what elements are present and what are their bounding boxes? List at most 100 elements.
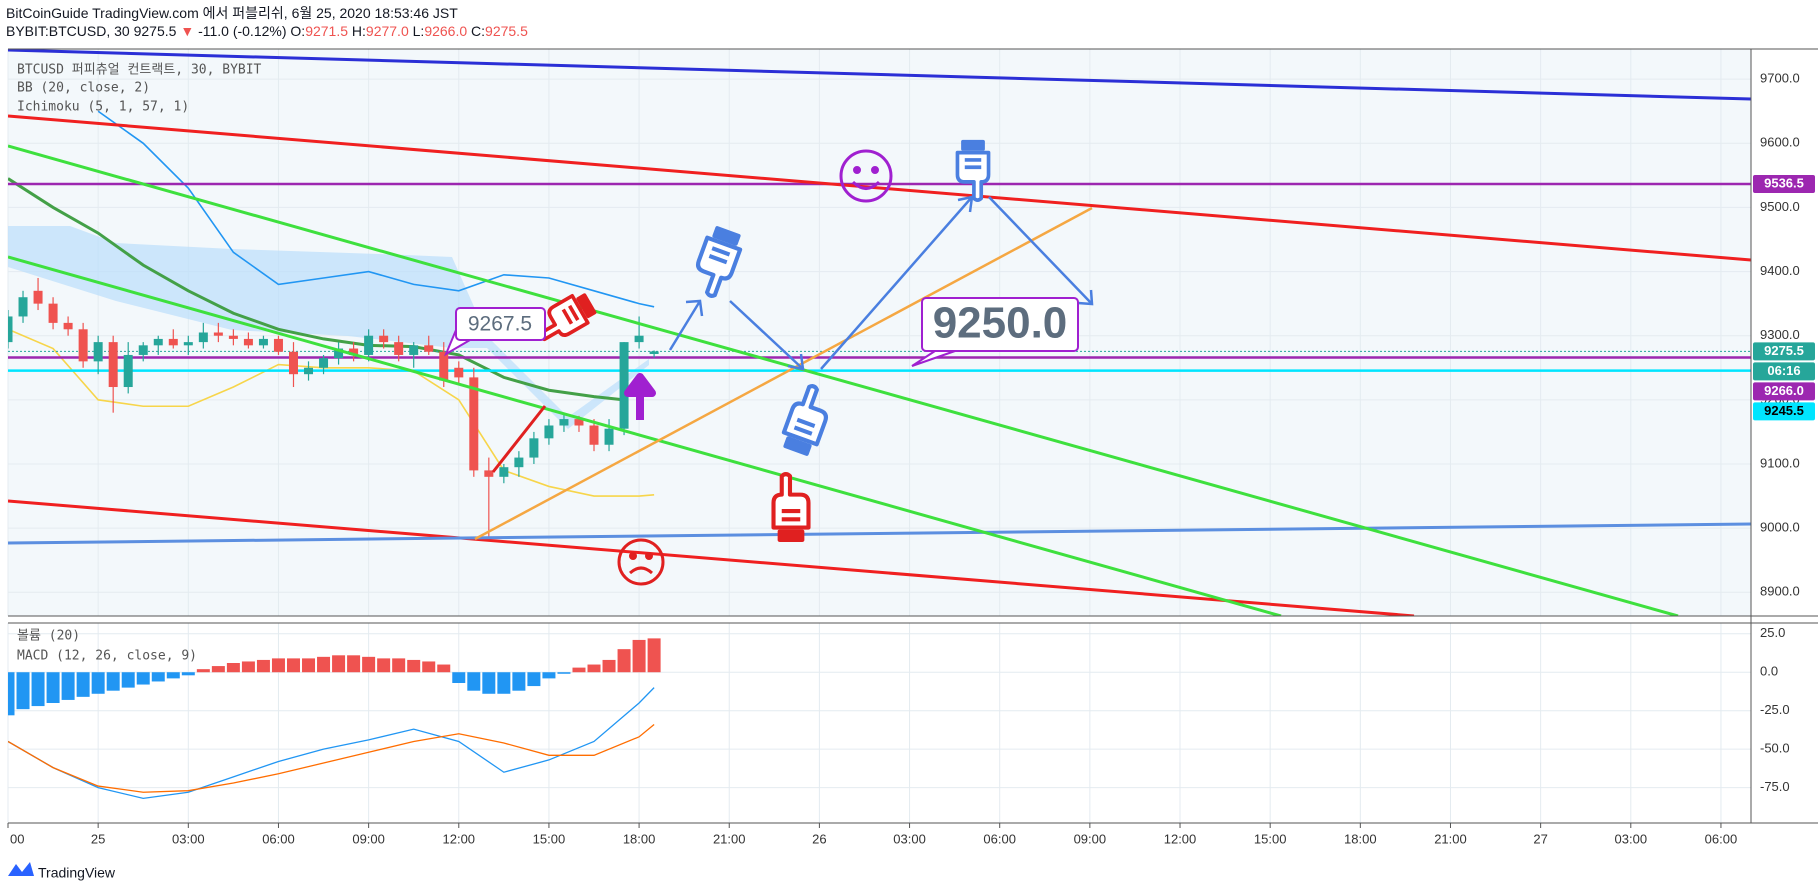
x-tick-label: 21:00 <box>713 831 746 846</box>
candle-body <box>33 290 43 304</box>
candle-body <box>243 338 253 346</box>
last-price: 9275.5 <box>133 23 177 39</box>
candle-body <box>559 419 569 426</box>
candle-body <box>349 348 359 355</box>
header-quote: BYBIT:BTCUSD, 30 9275.5 ▼ -11.0 (-0.12%)… <box>6 22 528 40</box>
candle-body <box>634 335 644 343</box>
candle-body <box>649 351 659 354</box>
candle-body <box>379 335 389 343</box>
macd-histogram-bar <box>512 672 526 691</box>
callout-box <box>921 297 1079 352</box>
y-tick-label: 9400.0 <box>1760 263 1800 278</box>
candle-body <box>544 425 554 439</box>
macd-histogram-bar <box>181 672 195 676</box>
macd-histogram-bar <box>437 664 451 673</box>
h-key: H: <box>351 23 366 39</box>
candle-body <box>334 348 344 359</box>
macd-histogram-bar <box>136 672 150 685</box>
macd-histogram-bar <box>377 658 391 673</box>
macd-histogram-bar <box>422 661 436 673</box>
candle-body <box>93 342 103 362</box>
x-tick-label: 12:00 <box>1164 831 1197 846</box>
x-tick-label: 26 <box>812 831 826 846</box>
candle-body <box>138 345 148 355</box>
symbol: BYBIT:BTCUSD, 30 <box>6 23 130 39</box>
candle-body <box>108 342 118 388</box>
macd-histogram-bar <box>497 672 511 694</box>
legend: MACD (12, 26, close, 9) <box>17 649 197 664</box>
c-val: 9275.5 <box>485 23 528 39</box>
candles <box>8 277 659 540</box>
price-tag <box>1753 382 1815 401</box>
macd-histogram-bar <box>8 672 15 716</box>
footer: TradingView <box>38 865 116 881</box>
x-tick-label: 09:00 <box>352 831 385 846</box>
ichimoku-cloud <box>8 226 649 429</box>
candle-body <box>273 338 283 352</box>
callout-box <box>455 307 546 341</box>
candle-body <box>469 377 479 471</box>
y-tick-label: 9300.0 <box>1760 327 1800 342</box>
candle-body <box>589 425 599 445</box>
macd-histogram-bar <box>286 658 300 673</box>
candle-body <box>153 338 163 346</box>
candle-body <box>183 342 193 346</box>
y-tick-label: 0.0 <box>1760 664 1778 679</box>
macd-histogram-bar <box>76 672 90 697</box>
y-tick-label: 9700.0 <box>1760 71 1800 86</box>
candle-body <box>619 342 629 429</box>
axes: 8900.09000.09100.09200.09300.09400.09500… <box>7 48 1818 846</box>
macd-histogram-bar <box>166 672 180 679</box>
candle-body <box>168 338 178 346</box>
candle-body <box>48 303 58 323</box>
y-tick-label: -25.0 <box>1760 702 1790 717</box>
macd-histogram-bar <box>61 672 75 700</box>
logo <box>8 862 34 876</box>
x-tick-label: 06:00 <box>1705 831 1738 846</box>
drawings <box>8 226 649 429</box>
trend-line <box>8 255 1282 616</box>
countdown-tag <box>1753 362 1815 381</box>
macd <box>8 638 661 800</box>
x-tick-label: 09:00 <box>1074 831 1107 846</box>
candle-body <box>394 342 404 355</box>
x-tick-label: 06:00 <box>262 831 295 846</box>
trend-line <box>8 49 1751 101</box>
y-tick-label: 9600.0 <box>1760 135 1800 150</box>
x-tick-label: 15:00 <box>533 831 566 846</box>
indicator-line <box>8 724 655 793</box>
c-key: C: <box>471 23 486 39</box>
legend: BTCUSD 퍼피츄얼 컨트랙트, 30, BYBIT <box>17 63 262 78</box>
trend-line <box>8 522 1751 545</box>
candle-body <box>258 338 268 346</box>
candle-body <box>604 428 614 445</box>
legend: 볼륨 (20) <box>17 629 80 644</box>
candle-body <box>364 335 374 355</box>
indicator-line <box>8 328 655 497</box>
macd-histogram-bar <box>557 672 571 674</box>
macd-histogram-bar <box>452 672 466 683</box>
macd-histogram-bar <box>106 672 120 691</box>
x-tick-label: 03:00 <box>893 831 926 846</box>
price-tag-label: 9266.0 <box>1764 383 1804 398</box>
indicators <box>8 110 1751 497</box>
macd-histogram-bar <box>302 658 316 673</box>
macd-histogram-bar <box>362 656 376 673</box>
callout-text: 9267.5 <box>468 313 532 336</box>
countdown: 06:16 <box>1767 363 1800 378</box>
candle-body <box>63 322 73 330</box>
macd-histogram-bar <box>196 669 210 673</box>
candle-body <box>304 367 314 375</box>
header: BitCoinGuide TradingView.com 에서 퍼블리쉬, 6월… <box>6 4 528 40</box>
macd-histogram-bar <box>317 656 331 673</box>
macd-histogram-bar <box>46 672 60 703</box>
macd-histogram-bar <box>226 663 240 673</box>
macd-histogram-bar <box>211 666 225 673</box>
trend-lines: 9267.5 9250.0 <box>8 49 1751 616</box>
macd-histogram-bar <box>31 672 45 707</box>
sad-face <box>617 538 665 586</box>
macd-histogram-bar <box>271 658 285 673</box>
change-value: -11.0 (-0.12%) <box>198 23 287 39</box>
candle-body <box>228 335 238 339</box>
macd-histogram-bar <box>241 661 255 673</box>
